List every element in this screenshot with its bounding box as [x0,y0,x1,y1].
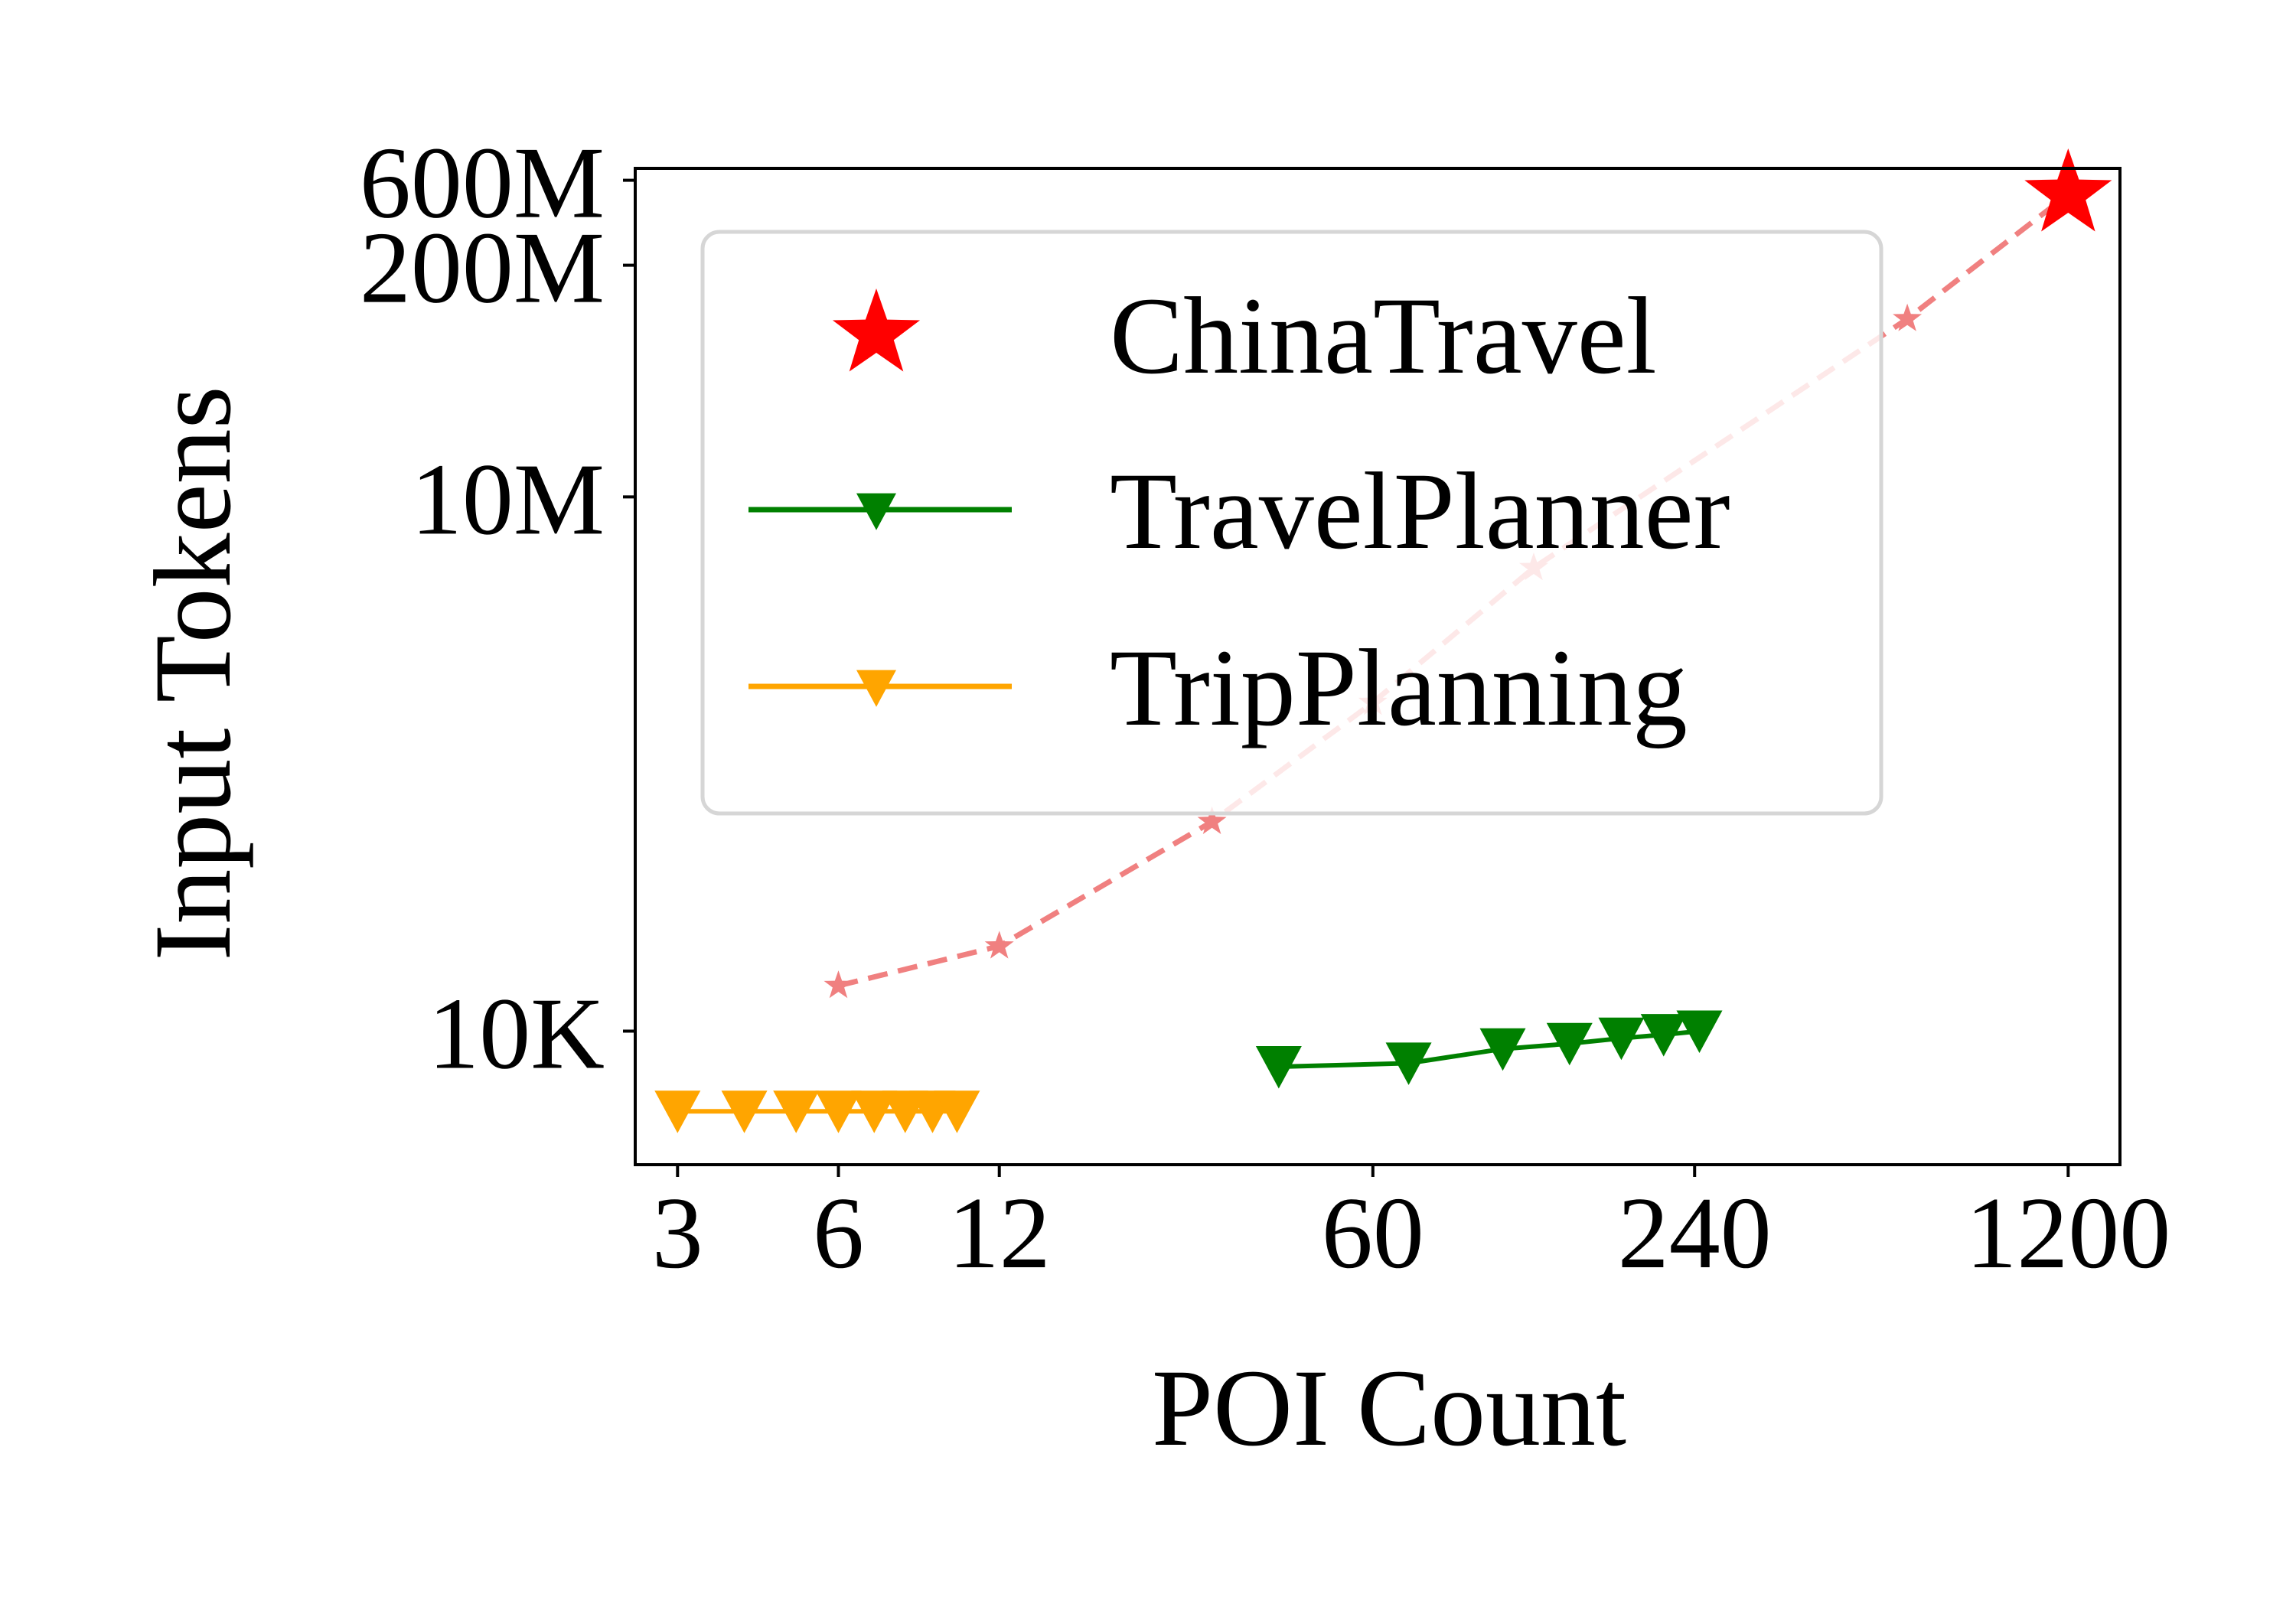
y-tick-label: 600M [360,126,605,240]
x-tick-label: 240 [1618,1176,1772,1289]
legend: ChinaTravel TravelPlanner TripPlanning [700,230,1883,816]
x-axis-title: POI Count [1152,1348,1626,1469]
y-tick-label: 200M [360,211,605,324]
chinatravel-point [2024,148,2112,232]
plot-markers [654,148,2112,1133]
tripplanning-point [654,1090,701,1133]
travelplanner-point [1255,1046,1302,1089]
chinatravel-point [1197,806,1227,834]
travelplanner-point [1385,1042,1432,1085]
travelplanner-point [1598,1017,1645,1061]
y-axis-title: Input Tokens [132,386,254,960]
tripplanning-point [721,1090,768,1133]
x-axis: 3 6 12 60 240 1200 [652,1165,2170,1289]
tripplanning-point [815,1090,862,1133]
travelplanner-point [1676,1010,1723,1053]
x-tick-label: 6 [813,1176,864,1289]
chinatravel-point [823,970,853,999]
legend-marker-tripplanning [856,670,896,707]
travelplanner-point [1546,1022,1593,1066]
x-tick-label: 12 [948,1176,1051,1289]
legend-label-travelplanner: TravelPlanner [1110,451,1730,572]
x-tick-label: 3 [652,1176,703,1289]
plot-frame [634,167,2122,1166]
legend-box [700,230,1883,816]
chinatravel-point [984,931,1014,959]
legend-marker-travelplanner [856,493,896,530]
x-tick-label: 60 [1322,1176,1424,1289]
chinatravel-point [1893,303,1923,331]
legend-label-tripplanning: TripPlanning [1110,627,1688,749]
x-tick-label: 1200 [1965,1176,2170,1289]
tripplanning-point [934,1090,980,1133]
tripplanning-point [773,1090,820,1133]
y-tick-label: 10K [428,976,605,1090]
legend-label-chinatravel: ChinaTravel [1110,275,1657,397]
travelplanner-point [1640,1014,1687,1057]
legend-marker-chinatravel [832,288,921,372]
travelplanner-point [1479,1028,1526,1071]
tripplanning-point [851,1090,898,1133]
y-tick-label: 10M [411,442,605,556]
